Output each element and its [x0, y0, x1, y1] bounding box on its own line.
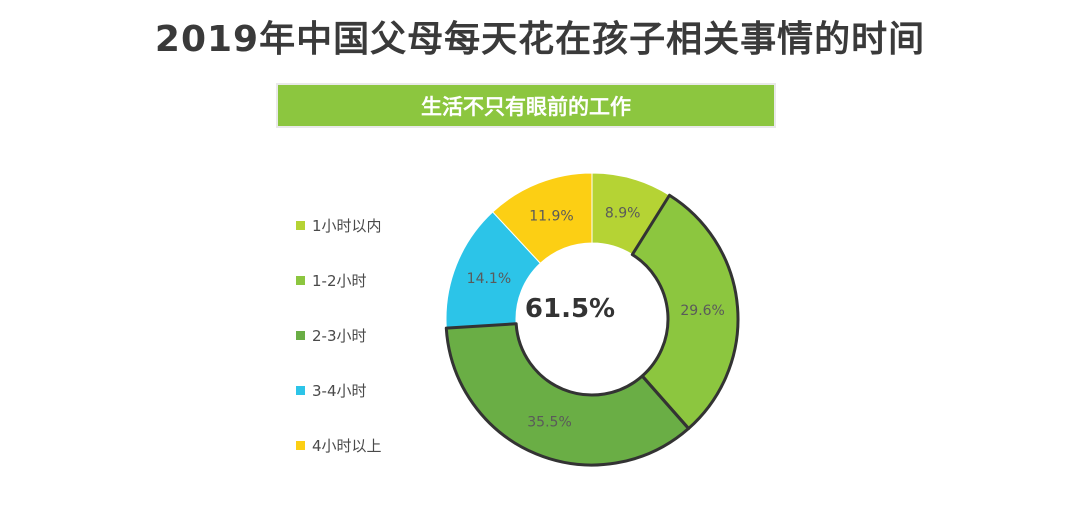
legend-swatch	[296, 276, 305, 285]
subtitle-banner: 生活不只有眼前的工作	[276, 83, 776, 128]
legend-item: 4小时以上	[296, 418, 382, 473]
legend-item: 3-4小时	[296, 363, 382, 418]
legend: 1小时以内 1-2小时 2-3小时 3-4小时 4小时以上	[296, 198, 382, 473]
legend-label: 3-4小时	[312, 382, 367, 400]
donut-center-value: 61.5%	[525, 294, 615, 324]
legend-label: 1小时以内	[312, 217, 382, 235]
slice-value-label: 11.9%	[529, 209, 573, 225]
subtitle-text: 生活不只有眼前的工作	[421, 94, 631, 119]
legend-label: 4小时以上	[312, 437, 382, 455]
slice-value-label: 8.9%	[605, 205, 641, 221]
slice-value-label: 29.6%	[680, 303, 724, 319]
donut-slice	[492, 172, 593, 264]
legend-swatch	[296, 386, 305, 395]
legend-swatch	[296, 221, 305, 230]
legend-label: 2-3小时	[312, 327, 367, 345]
slice-highlight-outline	[630, 193, 740, 431]
legend-swatch	[296, 331, 305, 340]
slice-value-label: 35.5%	[527, 415, 571, 431]
legend-swatch	[296, 441, 305, 450]
legend-item: 1小时以内	[296, 198, 382, 253]
slice-value-label: 14.1%	[467, 271, 511, 287]
slice-highlight-outline	[444, 322, 691, 467]
legend-item: 2-3小时	[296, 308, 382, 363]
chart-title: 2019年中国父母每天花在孩子相关事情的时间	[154, 19, 926, 60]
legend-label: 1-2小时	[312, 272, 367, 290]
donut-slice	[445, 323, 690, 466]
legend-item: 1-2小时	[296, 253, 382, 308]
